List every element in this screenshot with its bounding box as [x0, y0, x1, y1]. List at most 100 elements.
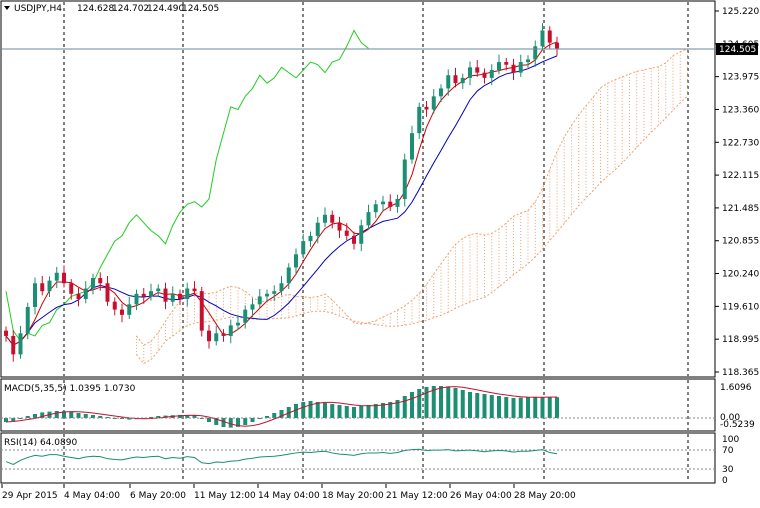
candle-body — [424, 106, 429, 110]
candle-body — [497, 62, 501, 70]
macd-bar — [489, 395, 494, 418]
rsi-axis: 100 70 30 0 — [722, 435, 739, 486]
candle-body — [337, 222, 342, 231]
macd-bar — [533, 396, 538, 418]
kijun-path — [5, 55, 558, 346]
candle-body — [62, 272, 66, 284]
macd-bar — [366, 405, 371, 418]
price-tick-label: 123.975 — [722, 73, 759, 83]
candle-body — [25, 306, 30, 334]
candle-body — [127, 304, 132, 315]
macd-bar — [127, 418, 132, 420]
candle-body — [163, 288, 168, 302]
rsi-axis-0: 0 — [722, 476, 728, 486]
macd-bar — [40, 412, 45, 418]
price-tick-label: 121.485 — [722, 204, 759, 214]
candle-body — [373, 204, 378, 213]
current-price-label: 124.505 — [716, 43, 758, 55]
candle-body — [236, 322, 240, 326]
macd-bar — [540, 397, 545, 418]
macd-bar — [279, 410, 284, 418]
candle-body — [395, 199, 400, 207]
candle-body — [533, 46, 538, 60]
price-tick-label: 120.240 — [722, 270, 759, 280]
candle-body — [4, 330, 8, 336]
macd-bar — [243, 418, 248, 425]
macd-bar — [178, 415, 182, 418]
candle-body — [141, 293, 146, 297]
candle-body — [192, 288, 197, 292]
candle-body — [11, 335, 16, 355]
macd-bar — [497, 396, 501, 418]
candle-body — [439, 88, 443, 97]
ichimoku-cloud — [136, 48, 688, 365]
time-tick-label: 11 May 12:00 — [194, 491, 256, 501]
chikou-path — [5, 29, 369, 342]
low-value: 124.490 — [147, 4, 184, 14]
time-tick-label: 6 May 20:00 — [130, 491, 186, 501]
macd-bar — [511, 398, 516, 418]
macd-bar — [33, 414, 37, 418]
price-tick-label: 118.995 — [722, 335, 759, 345]
macd-bar — [323, 403, 327, 418]
macd-bar — [359, 406, 364, 418]
candle-body — [33, 283, 37, 307]
macd-bar — [236, 418, 240, 427]
candle-body — [301, 241, 306, 255]
candle-body — [243, 309, 248, 323]
close-value: 124.505 — [182, 4, 219, 14]
macd-bar — [11, 418, 16, 421]
candle-body — [323, 214, 327, 223]
macd-bar — [402, 396, 407, 418]
macd-bar — [98, 416, 103, 418]
macd-signal-line — [5, 386, 558, 427]
candle-body — [18, 333, 23, 355]
candlestick-series — [4, 23, 559, 362]
candle-body — [272, 291, 277, 294]
macd-bar — [482, 394, 487, 418]
time-axis: 29 Apr 2015 4 May 04:00 6 May 20:00 11 May … — [1, 484, 576, 501]
macd-bar — [424, 387, 429, 418]
candle-body — [366, 212, 371, 226]
price-tick-label: 122.730 — [722, 138, 759, 148]
time-tick-label: 21 May 12:00 — [386, 491, 448, 501]
macd-bar — [54, 411, 59, 418]
macd-bar — [526, 397, 530, 418]
macd-bar — [25, 416, 30, 418]
rsi-axis-30: 30 — [722, 465, 734, 475]
candle-body — [257, 296, 262, 305]
chart-header: USDJPY,H4 124.628 124.702 124.490 124.50… — [4, 4, 219, 14]
candle-body — [98, 277, 103, 284]
chikou-span-line — [5, 29, 369, 342]
kijun-sen-line — [5, 55, 558, 346]
candle-body — [47, 280, 52, 292]
macd-bar — [105, 417, 110, 418]
candle-body — [207, 330, 211, 342]
time-tick-label: 18 May 20:00 — [322, 491, 384, 501]
price-tick-label: 122.115 — [722, 171, 759, 181]
macd-bar — [431, 386, 436, 418]
macd-bar — [381, 403, 385, 418]
candle-body — [199, 291, 204, 331]
candle-body — [344, 230, 349, 236]
price-tick-label: 118.365 — [722, 368, 759, 378]
candle-body — [279, 283, 284, 292]
macd-bar — [395, 400, 400, 418]
macd-bar — [468, 392, 472, 418]
high-value: 124.702 — [112, 4, 149, 14]
macd-bar — [337, 405, 342, 418]
triangle-down-icon[interactable] — [4, 6, 10, 10]
macd-bar — [4, 418, 8, 422]
candle-body — [402, 159, 407, 200]
macd-histogram — [4, 386, 559, 428]
candle-body — [460, 77, 465, 84]
macd-bar — [185, 415, 190, 418]
macd-bar — [228, 418, 233, 428]
macd-label: MACD(5,35,5) 1.0395 1.0730 — [4, 384, 136, 394]
macd-bar — [388, 402, 393, 418]
candle-body — [555, 42, 559, 49]
macd-bar — [250, 418, 255, 422]
macd-bar — [76, 413, 81, 418]
